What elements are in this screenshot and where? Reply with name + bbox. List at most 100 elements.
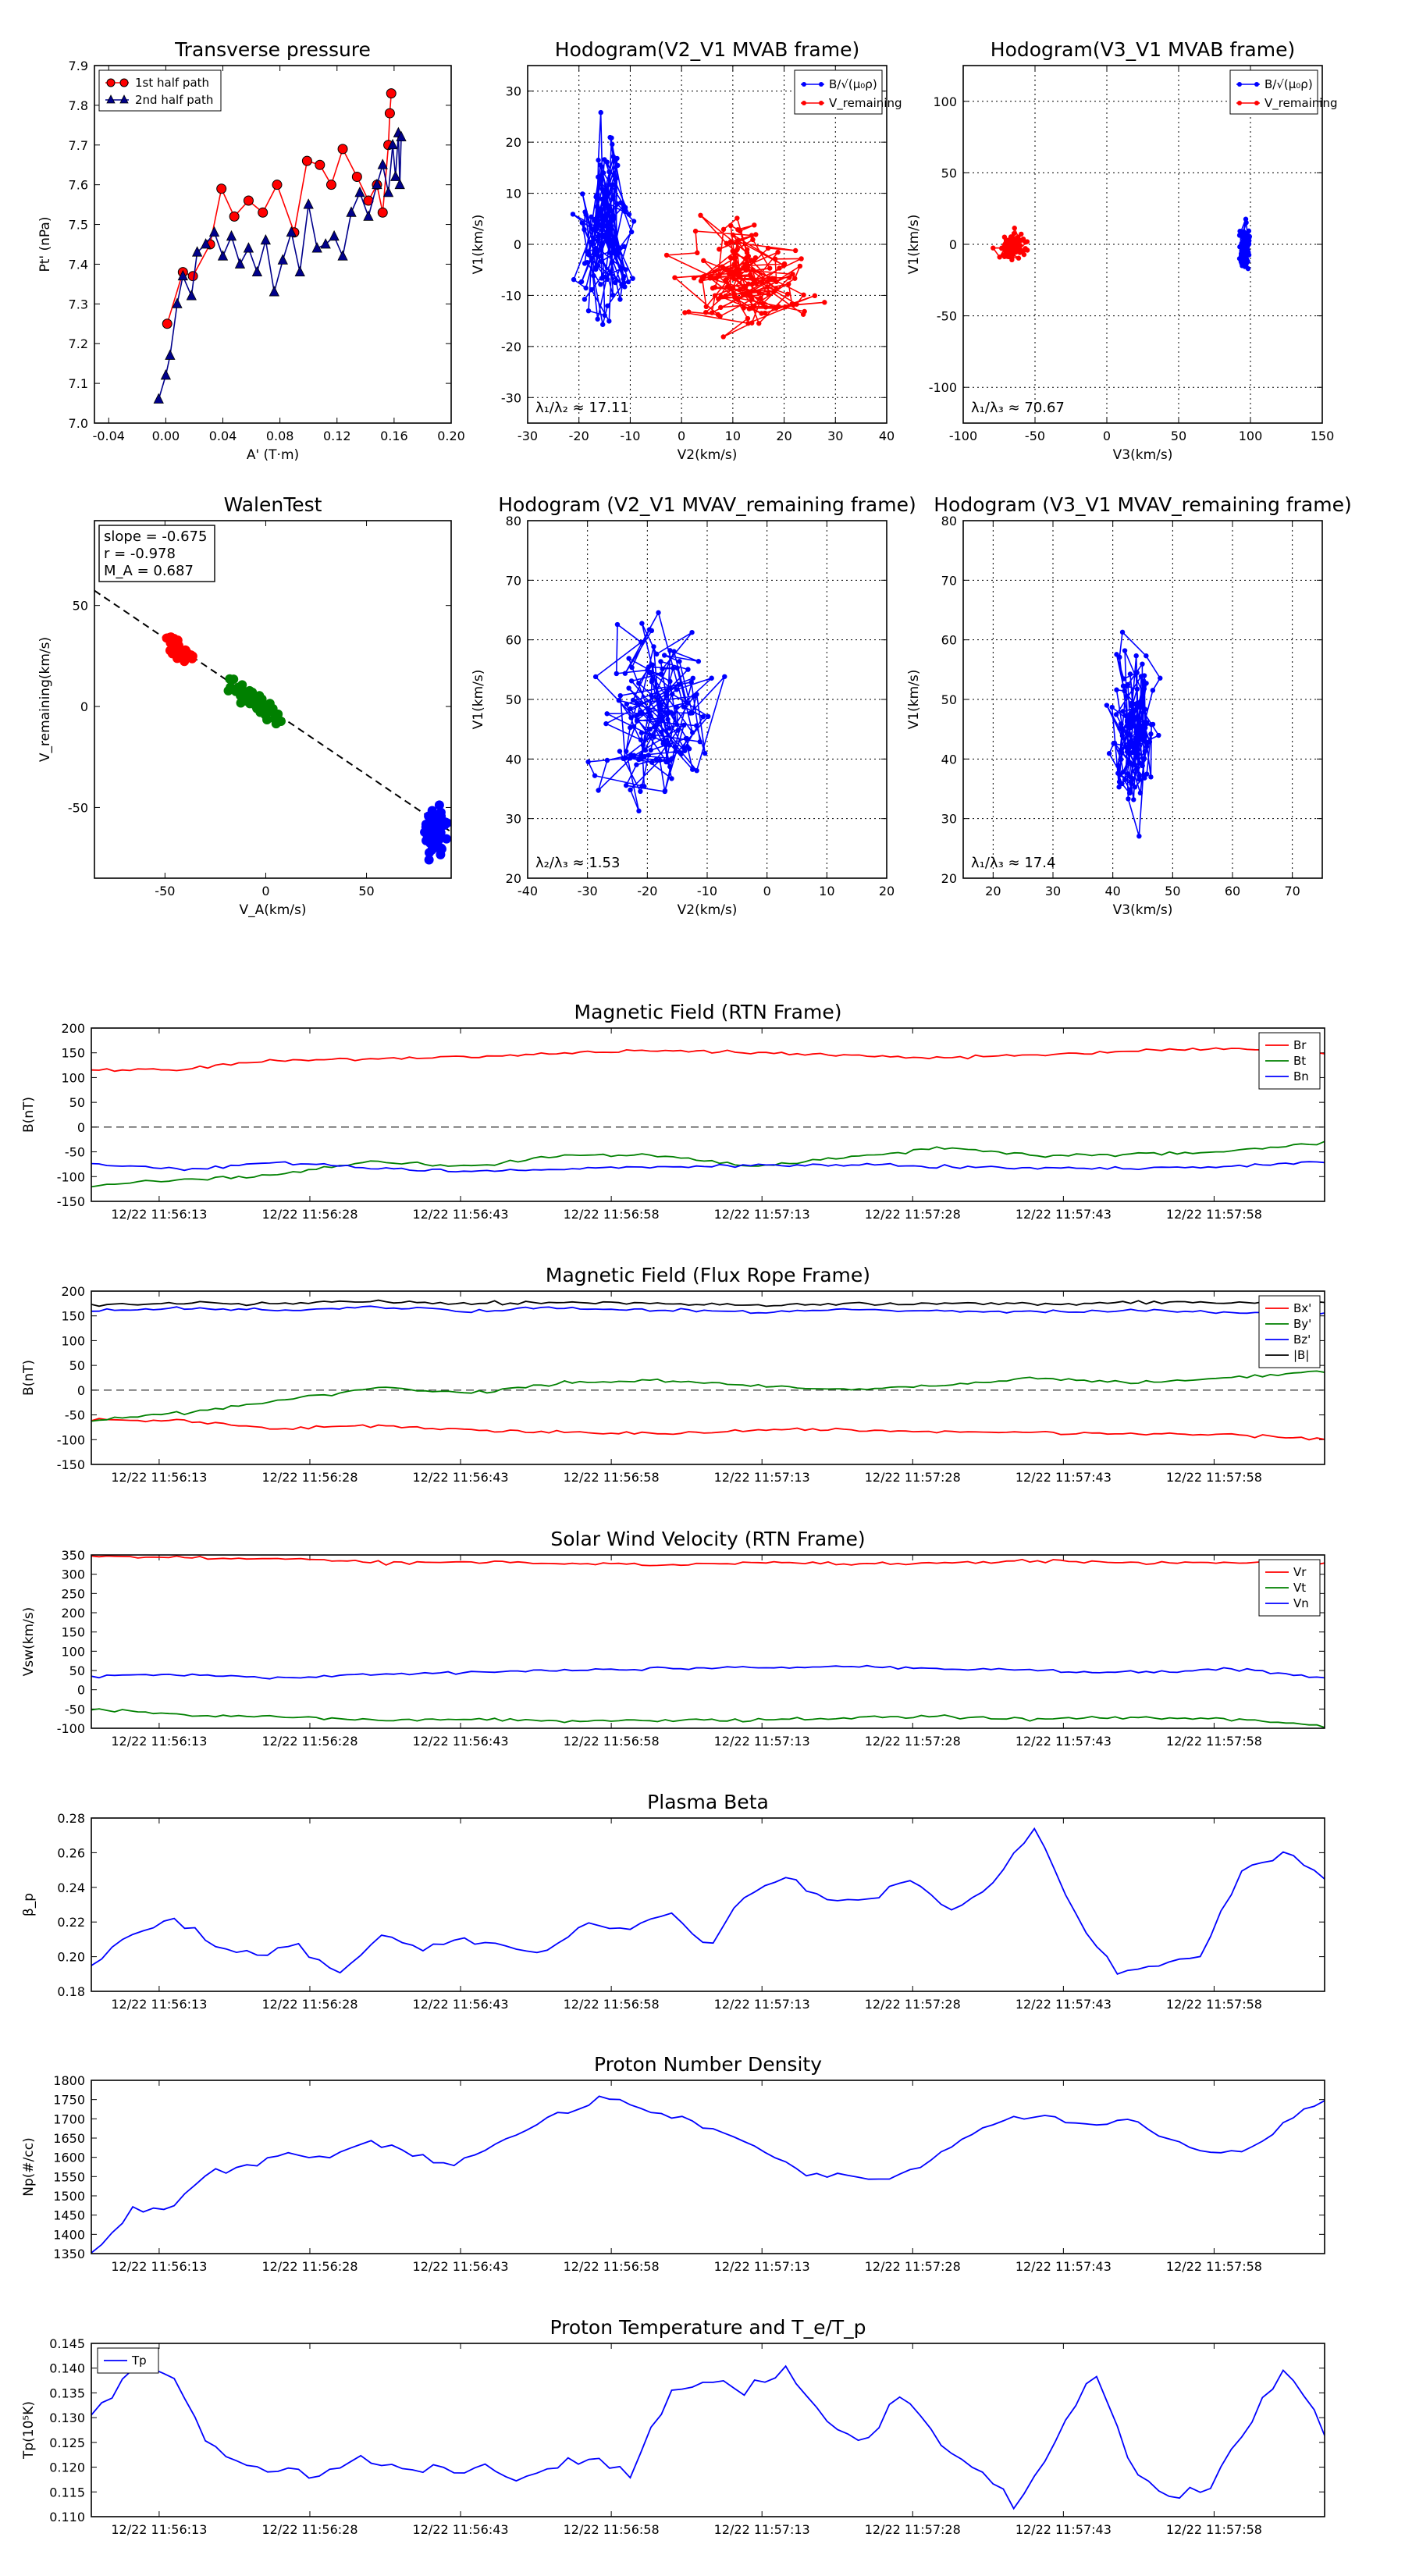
h2-point <box>991 245 996 251</box>
h4-point <box>1144 653 1149 659</box>
h4-point <box>1138 727 1144 732</box>
ts6-legend: Tp <box>97 2347 159 2374</box>
h1-legend: B/√(μ₀ρ) V_remaining <box>794 69 902 115</box>
h2-ytick-label: -50 <box>937 309 957 324</box>
h1-point <box>731 232 736 238</box>
h1-point <box>749 282 755 287</box>
tp-point <box>160 369 172 380</box>
ts6-time-label: 12/22 11:56:13 <box>111 2522 207 2537</box>
h4-point <box>1109 704 1115 710</box>
ts2-time-label: 12/22 11:56:13 <box>111 1470 207 1485</box>
ts4-ytick-label: 0.26 <box>57 1845 85 1860</box>
ts1-ytick-label: -100 <box>57 1169 85 1184</box>
h3-point <box>670 691 675 697</box>
h1-point <box>579 220 585 226</box>
h2-xtick-label: 0 <box>1103 429 1111 443</box>
legend-marker <box>106 94 116 104</box>
h4-frame <box>962 520 1323 879</box>
h4-point <box>1121 676 1126 681</box>
stats-frame <box>98 525 215 582</box>
tp-point <box>337 250 348 261</box>
h1-point <box>598 282 603 287</box>
h1-point <box>731 262 737 268</box>
h4-point <box>1141 686 1147 692</box>
h3-point <box>649 760 655 765</box>
legend-marker <box>1254 101 1259 105</box>
h1-point <box>751 258 756 264</box>
tp-xlabel: A' (T·m) <box>247 447 299 463</box>
h4-point <box>1119 733 1126 738</box>
h3-point <box>630 697 636 703</box>
h4-point <box>1148 731 1154 737</box>
h3-point <box>694 767 699 774</box>
h3-point <box>639 621 645 626</box>
ts2-time-label: 12/22 11:56:28 <box>261 1470 357 1485</box>
h3-xtick-label: -40 <box>518 884 538 898</box>
h2-point <box>1020 248 1026 254</box>
h4-point <box>1142 706 1148 712</box>
h3-point <box>661 653 667 658</box>
h1-point <box>611 215 617 221</box>
ts6-ytick-label: 0.140 <box>49 2361 85 2376</box>
h4-point <box>1134 686 1140 692</box>
h4-point <box>1120 769 1126 775</box>
h1-xtick-label: 20 <box>776 429 791 443</box>
h1-point <box>610 250 617 255</box>
ts2-ytick-label: -150 <box>57 1457 85 1472</box>
ts4-axes: 12/22 11:56:13 12/22 11:56:28 12/22 11:56:… <box>21 1791 1325 2012</box>
tp-point <box>153 393 164 404</box>
h4-ylabel: V1(km/s) <box>906 670 922 730</box>
ts2-time-label: 12/22 11:57:43 <box>1016 1470 1112 1485</box>
tp-point <box>229 211 240 222</box>
tp-point <box>294 265 305 277</box>
h1-point <box>756 321 762 326</box>
h1-point <box>760 301 766 307</box>
h3-point <box>667 648 673 653</box>
tp-point <box>243 195 254 206</box>
walen-point <box>233 686 243 696</box>
h1-point <box>602 213 607 219</box>
h1-point <box>608 208 614 214</box>
legend-box <box>794 69 883 115</box>
h1-point <box>613 279 618 286</box>
legend-box <box>98 69 222 112</box>
h1-ylabel: V1(km/s) <box>471 215 486 275</box>
ts3-time-label: 12/22 11:56:58 <box>564 1734 660 1749</box>
h3-point <box>671 649 677 654</box>
h4-point <box>1134 765 1140 771</box>
h3-point <box>658 701 663 707</box>
h3-point <box>623 782 629 788</box>
h1-point <box>585 308 592 314</box>
h3-point <box>677 681 682 687</box>
ts2-series-|B| <box>91 1299 1325 1308</box>
ts1-title: Magnetic Field (RTN Frame) <box>574 1001 842 1023</box>
ts6-ytick-label: 0.135 <box>49 2386 85 2400</box>
h3-ytick-label: 60 <box>506 633 521 648</box>
ts6-axes: 12/22 11:56:13 12/22 11:56:28 12/22 11:56:… <box>21 2316 1325 2537</box>
h1-point <box>599 244 604 249</box>
h3-point <box>638 737 644 743</box>
h3-point <box>616 697 622 703</box>
ts5-plot-area <box>91 2095 1325 2254</box>
h1-point <box>723 293 728 299</box>
h2-point <box>997 254 1002 260</box>
ts5-series-Np <box>91 2095 1325 2254</box>
h4-point <box>1150 721 1156 728</box>
h3-point <box>667 763 673 770</box>
h1-point <box>712 293 718 298</box>
h1-ytick-label: 30 <box>506 84 521 99</box>
h1-point <box>789 301 795 307</box>
h4-point <box>1131 723 1137 728</box>
h1-point <box>730 286 736 291</box>
legend-label: Vt <box>1293 1581 1306 1595</box>
h4-point <box>1122 688 1127 694</box>
legend-marker <box>1254 82 1259 87</box>
ts1-ytick-label: 100 <box>61 1070 85 1085</box>
h4-point <box>1138 705 1144 710</box>
h1-point <box>619 265 625 271</box>
h3-point <box>648 747 653 753</box>
ts6-ytick-label: 0.145 <box>49 2336 85 2351</box>
walen-point <box>169 641 180 651</box>
h3-point <box>638 788 643 795</box>
